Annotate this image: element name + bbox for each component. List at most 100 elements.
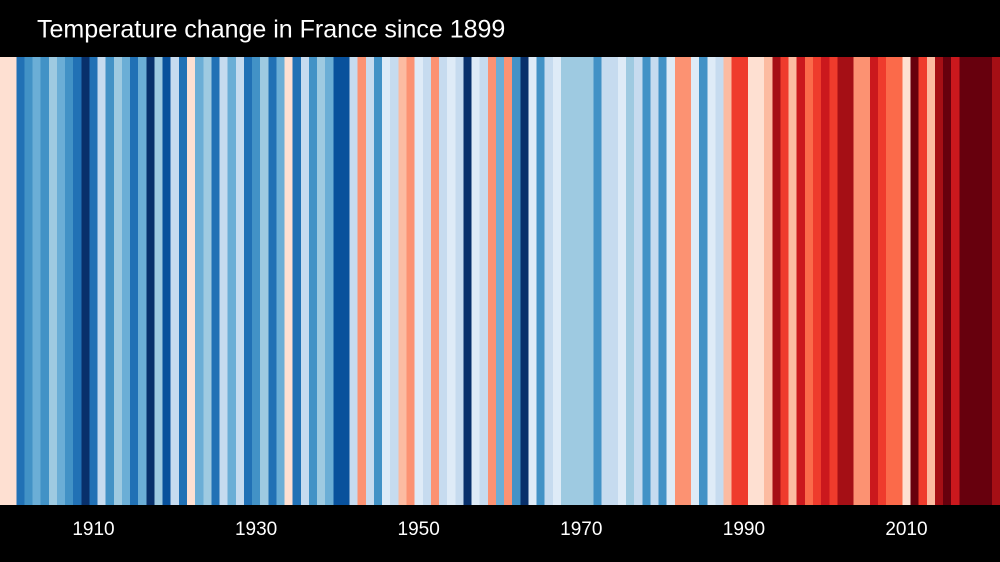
stripe: [154, 57, 164, 505]
stripe: [528, 57, 538, 505]
stripe: [967, 57, 977, 505]
stripe: [804, 57, 814, 505]
stripe: [243, 57, 253, 505]
stripe: [178, 57, 188, 505]
stripe: [430, 57, 440, 505]
stripe: [796, 57, 806, 505]
x-tick-label: 1910: [72, 519, 114, 540]
stripe: [780, 57, 790, 505]
stripe: [707, 57, 717, 505]
stripe: [219, 57, 229, 505]
stripe: [894, 57, 904, 505]
stripe: [284, 57, 294, 505]
stripe: [373, 57, 383, 505]
stripe: [170, 57, 180, 505]
stripe: [48, 57, 58, 505]
stripe: [837, 57, 847, 505]
stripe: [666, 57, 676, 505]
stripe: [479, 57, 489, 505]
stripe: [642, 57, 652, 505]
stripe: [487, 57, 497, 505]
stripe: [520, 57, 530, 505]
stripe: [40, 57, 50, 505]
stripe: [16, 57, 25, 505]
stripe: [739, 57, 749, 505]
stripe: [390, 57, 399, 505]
stripe: [650, 57, 660, 505]
stripe: [853, 57, 863, 505]
stripe: [463, 57, 473, 505]
stripe: [422, 57, 432, 505]
stripe: [146, 57, 156, 505]
stripe: [56, 57, 66, 505]
stripe: [715, 57, 725, 505]
stripe: [308, 57, 318, 505]
stripe: [8, 57, 17, 505]
stripe: [626, 57, 635, 505]
stripe: [926, 57, 936, 505]
stripe: [512, 57, 521, 505]
stripe: [747, 57, 757, 505]
stripe: [731, 57, 741, 505]
stripe: [113, 57, 123, 505]
stripe: [829, 57, 838, 505]
stripe: [634, 57, 643, 505]
stripe: [674, 57, 684, 505]
stripe: [902, 57, 912, 505]
stripe: [723, 57, 733, 505]
stripe: [97, 57, 107, 505]
stripe: [552, 57, 562, 505]
stripe: [991, 57, 1000, 505]
stripe: [813, 57, 822, 505]
stripe: [317, 57, 326, 505]
stripe: [593, 57, 603, 505]
chart-title: Temperature change in France since 1899: [37, 16, 505, 44]
stripe: [918, 57, 928, 505]
stripe: [268, 57, 278, 505]
stripe: [300, 57, 310, 505]
stripe: [764, 57, 773, 505]
stripe: [292, 57, 302, 505]
x-tick-label: 1990: [723, 519, 765, 540]
stripe: [121, 57, 131, 505]
stripe: [81, 57, 91, 505]
x-tick-label: 2010: [885, 519, 927, 540]
stripe: [447, 57, 456, 505]
stripe: [325, 57, 334, 505]
stripe: [682, 57, 692, 505]
stripe: [699, 57, 708, 505]
stripe: [276, 57, 286, 505]
stripe: [577, 57, 586, 505]
stripe: [975, 57, 985, 505]
stripe: [569, 57, 578, 505]
stripe: [73, 57, 82, 505]
stripe: [951, 57, 960, 505]
stripe: [609, 57, 619, 505]
stripe: [878, 57, 887, 505]
stripe: [89, 57, 99, 505]
stripe: [0, 57, 9, 505]
stripe: [235, 57, 245, 505]
x-axis: 1910 1930 1950 1970 1990 2010: [72, 519, 927, 540]
stripe: [138, 57, 147, 505]
stripe: [406, 57, 416, 505]
x-tick-label: 1930: [235, 519, 277, 540]
stripe: [601, 57, 611, 505]
stripe: [398, 57, 408, 505]
stripe: [357, 57, 367, 505]
stripe: [195, 57, 204, 505]
stripe: [869, 57, 879, 505]
x-tick-label: 1970: [560, 519, 602, 540]
stripe: [983, 57, 993, 505]
stripe: [934, 57, 944, 505]
stripe: [382, 57, 391, 505]
stripe: [658, 57, 668, 505]
stripe: [585, 57, 595, 505]
stripes: [0, 57, 1000, 505]
stripe: [260, 57, 269, 505]
stripe: [560, 57, 570, 505]
stripe: [504, 57, 513, 505]
stripe: [886, 57, 895, 505]
stripe: [211, 57, 221, 505]
